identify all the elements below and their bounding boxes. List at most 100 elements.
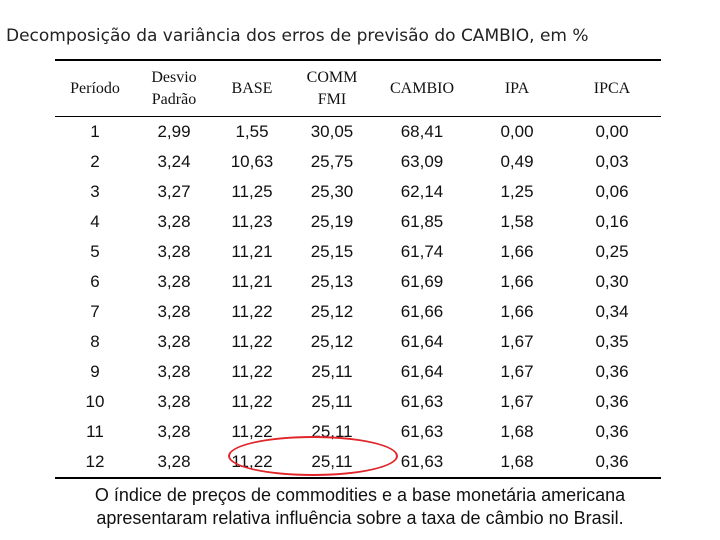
table-row: 2 3,24 10,63 25,75 63,09 0,49 0,03: [55, 147, 661, 177]
table-cell: 0,30: [595, 272, 629, 291]
table-cell: 12: [55, 447, 135, 479]
table-cell: 63,09: [400, 152, 444, 171]
table-cell: 11,21: [231, 272, 273, 291]
caption-line-1: O índice de preços de commodities e a ba…: [94, 485, 626, 505]
table-cell: 0,16: [595, 212, 629, 231]
table-cell: 1,67: [500, 332, 534, 351]
table-cell: 3,28: [157, 242, 191, 261]
table-cell: 0,34: [595, 302, 629, 321]
table-cell: 25,12: [310, 302, 354, 321]
column-header: Desvio Padrão: [135, 59, 213, 117]
caption: O índice de preços de commodities e a ba…: [0, 484, 720, 530]
table-cell: 5: [90, 242, 100, 261]
column-header-label: Período: [70, 79, 120, 97]
column-header-label: Padrão: [151, 90, 197, 108]
column-header: IPCA: [563, 59, 661, 117]
column-header: CAMBIO: [373, 59, 471, 117]
table-cell: 11,23: [231, 212, 273, 231]
variance-decomposition-table: Período Desvio Padrão BASE COMM FMI CAMBIO IPA I…: [55, 59, 661, 479]
table-cell: 1,67: [500, 392, 534, 411]
table-cell: 25,11: [311, 392, 353, 411]
table-row: 5 3,28 11,21 25,15 61,74 1,66 0,25: [55, 237, 661, 267]
column-header-label: FMI: [317, 90, 347, 108]
table-cell: 1,66: [500, 302, 534, 321]
table-cell: 25,19: [310, 212, 354, 231]
column-header-label: Desvio: [151, 68, 197, 86]
table-cell: 0,00: [595, 122, 629, 141]
table-cell: 62,14: [400, 182, 444, 201]
table-cell: 11,22: [231, 392, 273, 411]
table-cell: 0,25: [595, 242, 629, 261]
table-cell: 3,28: [157, 302, 191, 321]
column-header-label: IPA: [504, 79, 530, 97]
table-cell: 3,28: [157, 212, 191, 231]
table-cell: 0,00: [500, 122, 534, 141]
column-header-label: BASE: [231, 79, 273, 97]
table-cell: 0,03: [595, 152, 629, 171]
table-header: Período Desvio Padrão BASE COMM FMI CAMBIO IPA I…: [55, 59, 661, 117]
table-cell: 61,74: [400, 242, 444, 261]
table-cell: 3,28: [135, 447, 213, 479]
table-cell: 2: [90, 152, 100, 171]
table-row: 3 3,27 11,25 25,30 62,14 1,25 0,06: [55, 177, 661, 207]
table-cell: 61,63: [400, 392, 444, 411]
table-cell: 4: [90, 212, 100, 231]
table-cell: 25,13: [310, 272, 354, 291]
table-cell: 61,66: [400, 302, 444, 321]
table-cell: 1,67: [500, 362, 534, 381]
column-header: COMM FMI: [291, 59, 373, 117]
page-title: Decomposição da variância dos erros de p…: [6, 26, 589, 46]
column-header: BASE: [213, 59, 291, 117]
table-row: 9 3,28 11,22 25,11 61,64 1,67 0,36: [55, 357, 661, 387]
table-cell: 1: [90, 122, 100, 141]
table-cell: 0,36: [563, 447, 661, 479]
table-cell: 11,22: [231, 302, 273, 321]
table-cell: 10: [85, 392, 105, 411]
table-cell: 10,63: [230, 152, 274, 171]
table-row: 7 3,28 11,22 25,12 61,66 1,66 0,34: [55, 297, 661, 327]
column-header: Período: [55, 59, 135, 117]
table-cell: 1,55: [235, 122, 269, 141]
caption-line-2: apresentaram relativa influência sobre a…: [96, 508, 624, 528]
column-header: IPA: [471, 59, 563, 117]
table-cell: 11,22: [231, 362, 273, 381]
table-row: 8 3,28 11,22 25,12 61,64 1,67 0,35: [55, 327, 661, 357]
table-cell: 1,68: [500, 422, 534, 441]
table-cell: 25,15: [310, 242, 354, 261]
table-cell: 0,36: [595, 392, 629, 411]
table-cell: 11,21: [231, 242, 273, 261]
table-cell: 68,41: [400, 122, 444, 141]
table-cell: 61,69: [400, 272, 444, 291]
table-cell: 3,28: [157, 422, 191, 441]
table-cell: 25,12: [310, 332, 354, 351]
table-cell: 1,66: [500, 242, 534, 261]
table-row: 4 3,28 11,23 25,19 61,85 1,58 0,16: [55, 207, 661, 237]
table-cell: 11,22: [231, 422, 273, 441]
table-cell: 3,28: [157, 272, 191, 291]
table-row: 6 3,28 11,21 25,13 61,69 1,66 0,30: [55, 267, 661, 297]
table-cell: 8: [90, 332, 100, 351]
table-cell: 0,36: [595, 422, 629, 441]
table-cell: 61,85: [400, 212, 444, 231]
table-cell: 1,58: [500, 212, 534, 231]
column-header-label: IPCA: [593, 79, 631, 97]
table-cell: 0,06: [595, 182, 629, 201]
table-cell: 3,24: [157, 152, 191, 171]
table-cell: 1,68: [471, 447, 563, 479]
column-header-label: COMM: [306, 68, 358, 86]
table-cell: 3: [90, 182, 100, 201]
table-cell: 11,25: [231, 182, 273, 201]
table-cell: 61,64: [400, 332, 444, 351]
table-cell: 6: [90, 272, 100, 291]
table-cell: 11: [86, 422, 104, 441]
table-cell: 0,49: [500, 152, 534, 171]
table-cell: 7: [90, 302, 100, 321]
highlight-ellipse: [228, 436, 398, 476]
table-cell: 25,30: [310, 182, 354, 201]
table-cell: 3,28: [157, 332, 191, 351]
table-cell: 3,28: [157, 362, 191, 381]
table-cell: 1,66: [500, 272, 534, 291]
table-body: 1 2,99 1,55 30,05 68,41 0,00 0,00 2 3,24 10,63 25,…: [55, 117, 661, 479]
table-cell: 61,64: [400, 362, 444, 381]
table-cell: 61,63: [400, 422, 444, 441]
